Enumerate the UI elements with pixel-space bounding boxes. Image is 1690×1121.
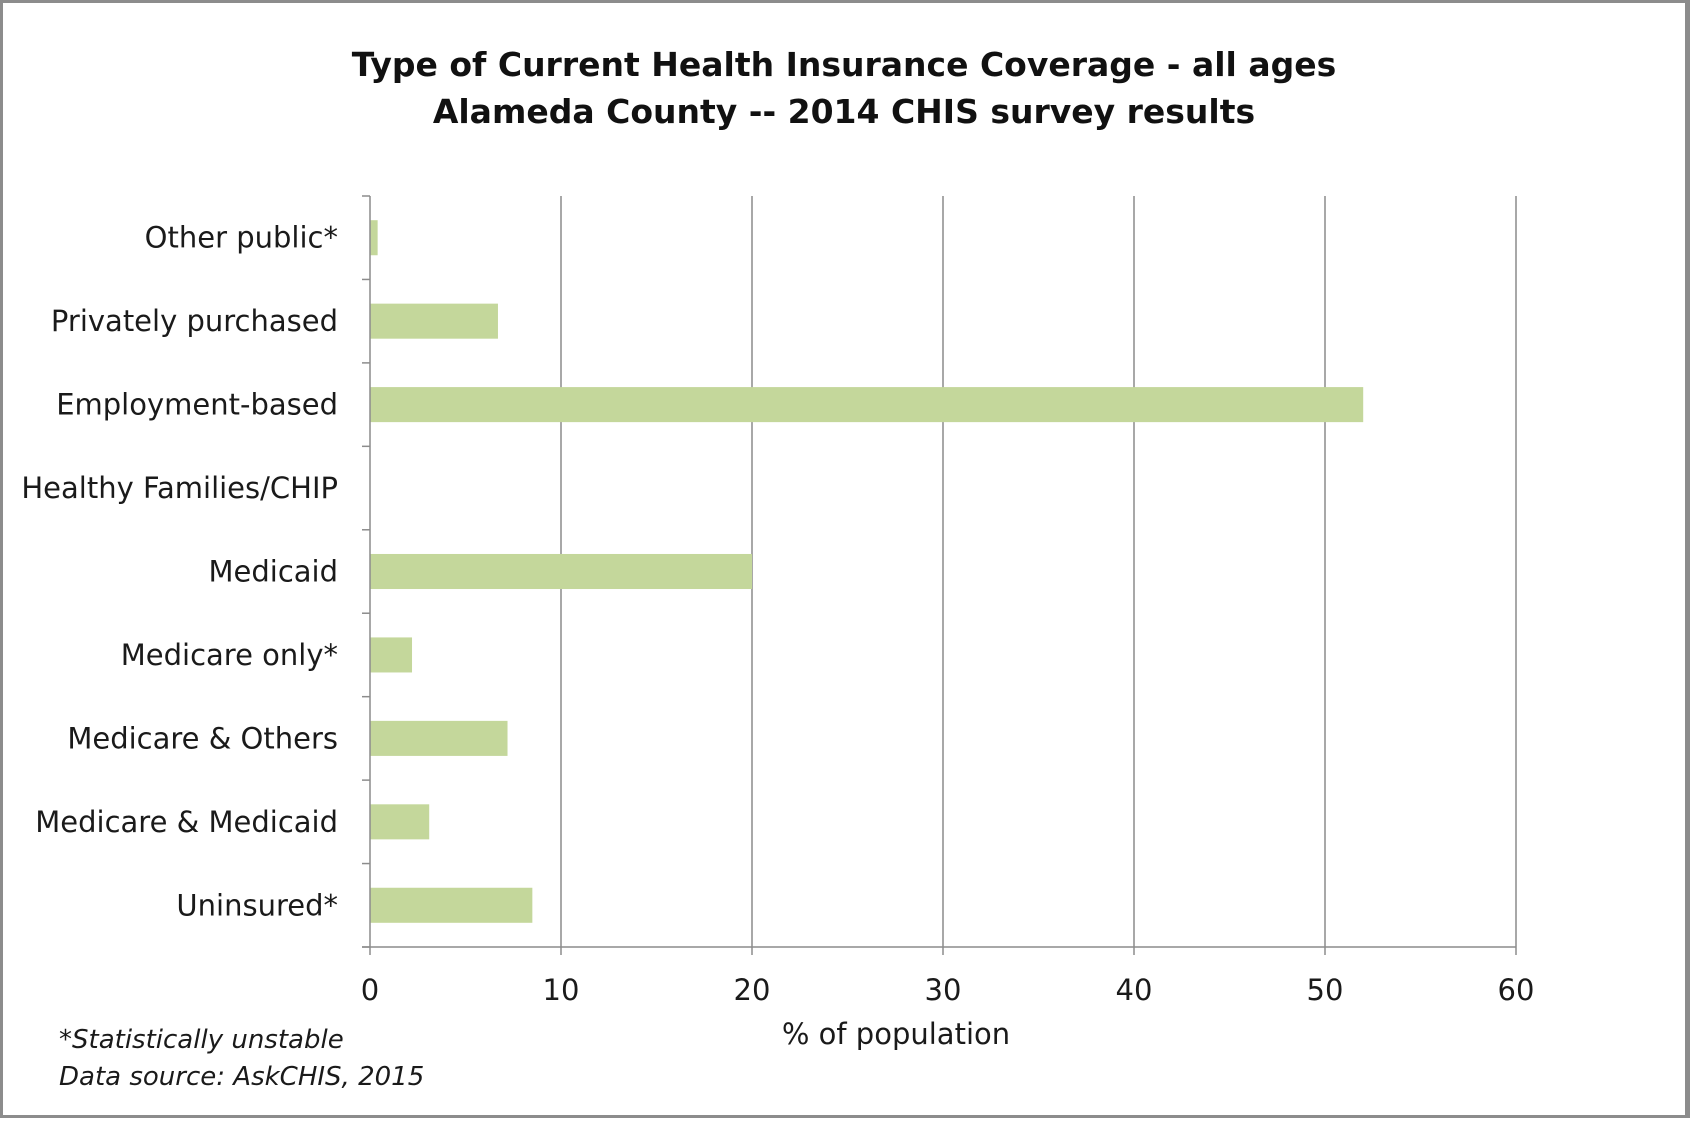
- bar-5: [370, 637, 413, 673]
- x-tick-label-50: 50: [1307, 973, 1344, 1007]
- category-label-6: Medicare & Others: [67, 721, 338, 755]
- bar-4: [370, 553, 752, 590]
- footnote-unstable: *Statistically unstable: [59, 1025, 344, 1055]
- category-label-2: Employment-based: [56, 388, 338, 422]
- x-tick-label-60: 60: [1498, 973, 1535, 1007]
- chart-subtitle: Alameda County -- 2014 CHIS survey resul…: [432, 92, 1256, 131]
- bar-0: [370, 220, 378, 256]
- category-label-7: Medicare & Medicaid: [35, 805, 338, 839]
- bar-1: [370, 303, 498, 339]
- category-label-8: Uninsured*: [176, 888, 338, 922]
- x-axis-title: % of population: [782, 1017, 1010, 1051]
- x-tick-label-40: 40: [1116, 973, 1153, 1007]
- category-label-4: Medicaid: [208, 555, 338, 589]
- category-label-5: Medicare only*: [121, 638, 338, 672]
- x-tick-label-30: 30: [925, 973, 962, 1007]
- chart-title: Type of Current Health Insurance Coverag…: [351, 45, 1337, 84]
- category-label-3: Healthy Families/CHIP: [21, 471, 338, 505]
- bar-8: [370, 887, 533, 923]
- x-tick-label-10: 10: [543, 973, 580, 1007]
- bar-2: [370, 387, 1364, 423]
- x-tick-label-20: 20: [734, 973, 771, 1007]
- bar-6: [370, 720, 508, 756]
- bar-chart-plot: 0 10 20 30 40 50 60 Other public* Privately purc…: [21, 195, 1535, 1051]
- category-label-1: Privately purchased: [51, 304, 338, 338]
- x-tick-label-0: 0: [361, 973, 379, 1007]
- bar-7: [370, 804, 430, 840]
- footnote-source: Data source: AskCHIS, 2015: [59, 1062, 425, 1092]
- category-label-0: Other public*: [145, 221, 338, 255]
